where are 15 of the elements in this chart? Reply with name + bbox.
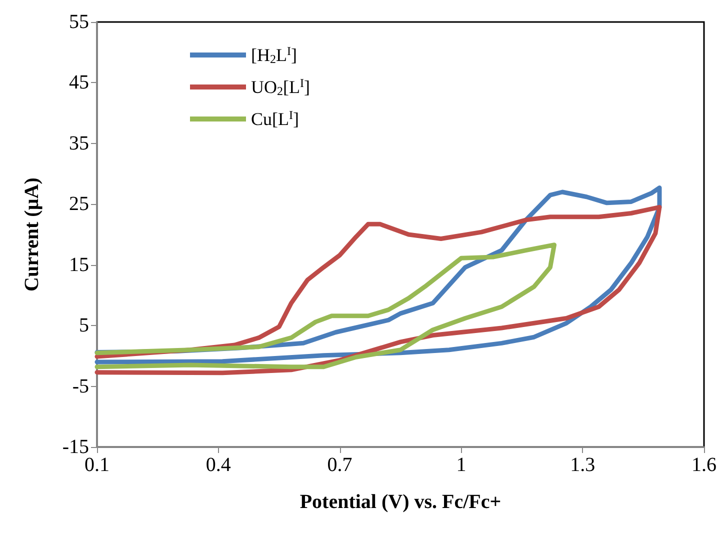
y-tick-label: 25 <box>69 193 89 216</box>
x-tick-label: 1 <box>456 454 466 476</box>
x-tick-label: 0.4 <box>206 454 231 476</box>
x-axis-title: Potential (V) vs. Fc/Fc+ <box>300 491 502 513</box>
x-tick-label: 0.7 <box>327 454 352 476</box>
y-tick-label: -5 <box>72 375 89 398</box>
y-tick-label: 35 <box>69 132 89 154</box>
y-axis-title: Current (µA) <box>21 178 43 292</box>
y-tick-label: 45 <box>69 72 89 94</box>
x-tick-label: 1.6 <box>692 454 716 476</box>
x-tick-label: 1.3 <box>570 454 596 476</box>
y-tick-label: 15 <box>69 254 89 276</box>
y-tick-label: 5 <box>79 314 89 337</box>
y-tick-label: 55 <box>69 11 89 33</box>
line-series <box>94 242 557 370</box>
